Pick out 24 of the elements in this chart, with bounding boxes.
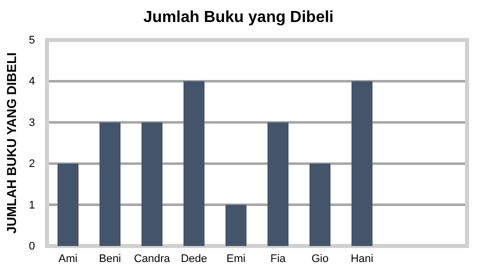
bar: [310, 164, 330, 246]
x-tick-label: Hani: [350, 252, 374, 265]
x-tick-label: Candra: [134, 252, 171, 265]
x-tick-label: Emi: [226, 252, 246, 265]
bar: [268, 122, 288, 246]
bar: [352, 81, 372, 246]
x-tick-label: Beni: [98, 252, 122, 265]
bar: [226, 204, 246, 246]
y-tick-label: 0: [28, 240, 35, 253]
x-tick-label: Ami: [58, 252, 78, 265]
y-tick-label: 4: [28, 76, 35, 88]
x-tick-label: Gio: [311, 252, 329, 265]
bar: [184, 81, 204, 246]
y-tick-label: 5: [28, 34, 35, 47]
y-tick-label: 3: [28, 116, 35, 129]
y-tick-label: 2: [28, 158, 35, 170]
chart-title: Jumlah Buku yang Dibeli: [143, 9, 334, 26]
bar: [58, 164, 78, 246]
bar: [100, 122, 120, 246]
x-tick-label: Fia: [270, 252, 287, 265]
bar: [142, 122, 162, 246]
y-tick-label: 1: [28, 199, 35, 212]
y-axis-title: JUMLAH BUKU YANG DIBELI: [4, 52, 19, 234]
x-tick-label: Dede: [180, 252, 208, 265]
